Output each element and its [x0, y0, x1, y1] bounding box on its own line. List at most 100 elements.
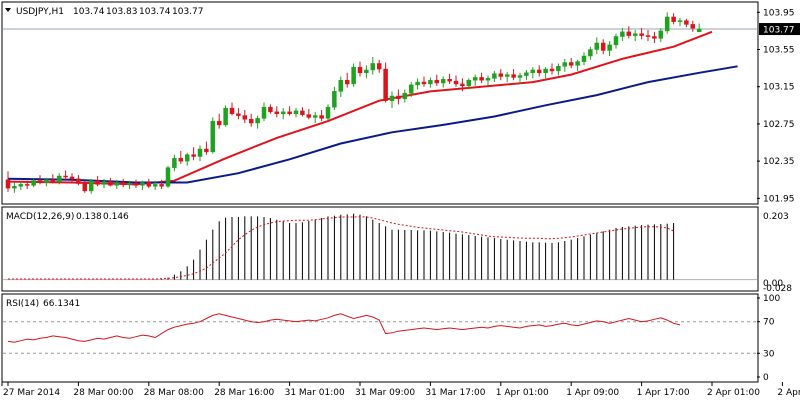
time-tick-label: 1 Apr 09:00: [566, 388, 619, 398]
candle-body: [677, 20, 683, 22]
candle-body: [492, 73, 497, 79]
candle: [37, 175, 43, 185]
candle: [319, 109, 324, 122]
candle-body: [664, 16, 670, 32]
candle: [568, 57, 574, 69]
candle: [82, 180, 88, 193]
macd-layer: [3, 213, 757, 281]
candle: [453, 75, 459, 87]
candle-body: [460, 83, 465, 87]
candle: [216, 113, 222, 129]
candle: [472, 74, 478, 86]
candle-body: [408, 84, 414, 94]
candle: [210, 117, 216, 154]
macd-tick-label: 0.203: [763, 212, 789, 222]
candle: [165, 165, 171, 189]
candle: [12, 182, 17, 193]
rsi-tick-label: 30: [763, 349, 775, 359]
candle: [152, 180, 158, 190]
candle-body: [268, 106, 273, 113]
candle: [325, 104, 331, 121]
candle-body: [44, 179, 49, 183]
candle: [492, 70, 497, 83]
candle-body: [312, 115, 318, 118]
candle: [255, 115, 260, 129]
rsi-tick-label: 0: [763, 373, 769, 383]
time-tick-label: 1 Apr 01:00: [496, 388, 549, 398]
candle: [658, 28, 664, 43]
price-tick-label: 103.15: [763, 83, 795, 93]
candle-body: [255, 118, 260, 124]
time-tick-label: 28 Mar 08:00: [144, 388, 204, 398]
candle: [44, 177, 49, 187]
candle-body: [658, 30, 664, 39]
candle: [178, 150, 184, 164]
candle-body: [76, 178, 81, 184]
candle-body: [652, 36, 657, 39]
candle: [460, 78, 465, 92]
candle: [511, 69, 516, 81]
candle: [543, 67, 548, 79]
candle: [306, 109, 312, 120]
high-value: 103.83: [106, 7, 138, 17]
candle: [575, 59, 580, 71]
candle: [408, 82, 414, 97]
candle-body: [56, 175, 62, 182]
candle-body: [332, 91, 337, 108]
candle-body: [588, 49, 593, 57]
candle-body: [485, 78, 491, 81]
candle: [530, 67, 536, 79]
candle: [485, 75, 491, 86]
candle-body: [440, 79, 446, 84]
candle-body: [101, 181, 107, 185]
time-tick-label: 28 Mar 16:00: [214, 388, 274, 398]
candle: [466, 78, 472, 90]
candle-body: [524, 72, 529, 76]
current-price-badge-bg: [759, 23, 800, 36]
candle-body: [197, 148, 203, 157]
candle-body: [690, 24, 696, 29]
candle: [140, 180, 145, 190]
candle: [261, 102, 267, 122]
candle: [440, 76, 446, 88]
candle-body: [536, 69, 542, 74]
candle: [639, 28, 644, 40]
candle-body: [63, 175, 68, 178]
candle-body: [184, 154, 190, 162]
price-tick-label: 103.55: [763, 46, 795, 56]
candle-body: [24, 184, 30, 186]
candle-body: [18, 184, 24, 187]
low-value: 103.74: [139, 7, 171, 17]
rsi-layer: [3, 313, 757, 354]
candle: [172, 154, 177, 172]
price-tick-label: 102.75: [763, 120, 795, 130]
candle: [351, 63, 356, 87]
price-header: USDJPY,H1 103.74 103.83 103.74 103.77: [5, 7, 204, 17]
candle: [312, 111, 318, 123]
candle: [108, 177, 113, 187]
rsi-tick-label: 100: [763, 294, 780, 304]
time-tick-label: 31 Mar 01:00: [285, 388, 345, 398]
rsi-header: RSI(14) 66.1341: [6, 299, 80, 309]
candle-body: [472, 77, 478, 81]
candle-body: [594, 42, 600, 50]
candle-body: [645, 35, 651, 37]
candle: [56, 173, 62, 185]
time-tick-label: 31 Mar 17:00: [425, 388, 485, 398]
candle-body: [108, 181, 113, 186]
candle-body: [511, 74, 516, 78]
candle-body: [172, 158, 177, 168]
collapse-triangle-icon[interactable]: [5, 8, 11, 12]
current-price-badge: 103.77: [759, 23, 800, 36]
candle-body: [306, 114, 312, 118]
candle: [383, 62, 388, 103]
candle-body: [287, 111, 292, 114]
candle-body: [261, 106, 267, 119]
candle-body: [383, 68, 388, 101]
candle: [204, 141, 209, 155]
candle: [549, 63, 555, 75]
candle-body: [568, 62, 574, 66]
candle: [389, 91, 395, 109]
candle-body: [133, 183, 139, 186]
